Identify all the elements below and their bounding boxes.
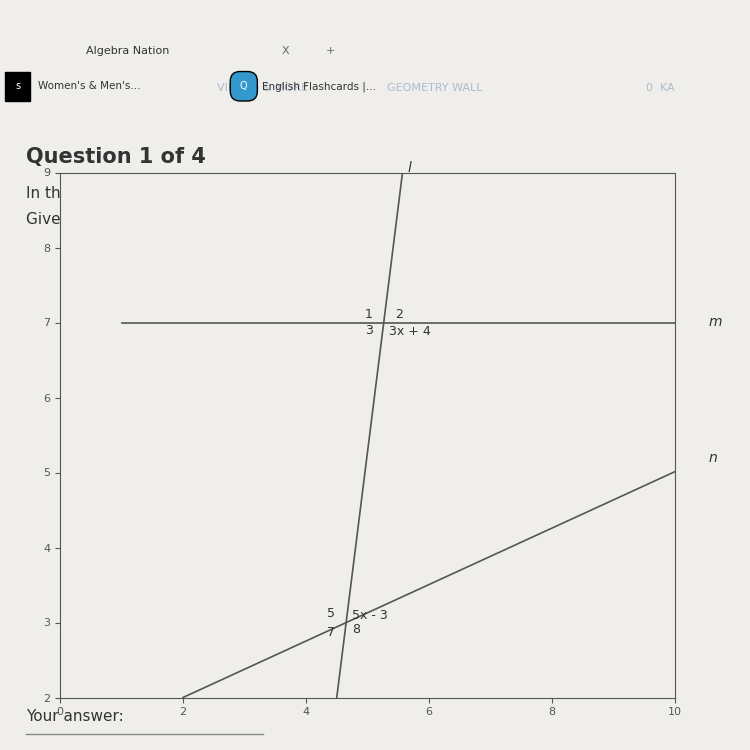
- Text: English Flashcards |...: English Flashcards |...: [262, 81, 376, 92]
- Text: is a transversal. For what value of x will: is a transversal. For what value of x wi…: [176, 185, 490, 200]
- Text: GEOMETRY WALL: GEOMETRY WALL: [387, 83, 483, 93]
- Text: 3: 3: [364, 324, 373, 337]
- Text: n: n: [709, 451, 718, 464]
- Text: ↔
m: ↔ m: [449, 182, 463, 206]
- Text: VIDEOS & MORE: VIDEOS & MORE: [217, 83, 308, 93]
- Text: 3x + 4: 3x + 4: [389, 326, 431, 338]
- Text: 1: 1: [364, 308, 373, 321]
- Text: ↔
n: ↔ n: [496, 182, 508, 206]
- Text: In the diagram shown,: In the diagram shown,: [26, 185, 202, 200]
- Text: 8: 8: [352, 622, 360, 636]
- Text: and: and: [469, 185, 507, 200]
- Text: Your answer:: Your answer:: [26, 709, 124, 724]
- Text: m: m: [709, 316, 722, 329]
- Text: 2: 2: [394, 308, 403, 321]
- Text: Algebra Nation: Algebra Nation: [86, 46, 170, 56]
- Text: Give your answer to the nearest tenth.: Give your answer to the nearest tenth.: [26, 211, 324, 226]
- Text: X: X: [281, 46, 289, 56]
- Text: s: s: [15, 81, 20, 92]
- Text: be parallel?: be parallel?: [514, 185, 608, 200]
- Text: ↔
l: ↔ l: [159, 182, 171, 206]
- Text: 5x - 3: 5x - 3: [352, 609, 388, 622]
- Text: 0  KA: 0 KA: [646, 83, 674, 93]
- Text: Question 1 of 4: Question 1 of 4: [26, 147, 206, 166]
- Text: l: l: [407, 161, 411, 176]
- Text: 7: 7: [327, 626, 335, 638]
- Text: Women's & Men's...: Women's & Men's...: [38, 81, 140, 92]
- Text: 5: 5: [327, 607, 335, 619]
- Text: Q: Q: [240, 81, 248, 92]
- Text: +: +: [326, 46, 334, 56]
